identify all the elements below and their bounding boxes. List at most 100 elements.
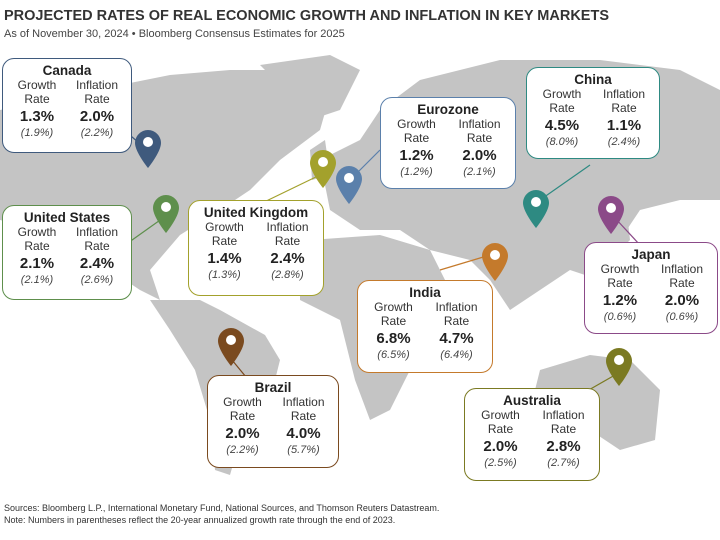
growth-historical: (2.1%) (20, 274, 54, 286)
market-card-australia: Australia Growth Rate 2.0% (2.5%) Inflation… (464, 388, 600, 481)
rate-label: Rate (669, 276, 695, 290)
growth-label: Growth (600, 262, 640, 276)
inflation-historical: (5.7%) (287, 444, 320, 456)
inflation-historical: (2.1%) (463, 166, 496, 178)
rate-label: Rate (274, 234, 301, 248)
inflation-historical: (0.6%) (665, 311, 699, 323)
market-name: Australia (503, 393, 561, 408)
market-card-china: China Growth Rate 4.5% (8.0%) Inflation Rate… (526, 67, 660, 159)
inflation-label: Inflation (542, 408, 585, 422)
inflation-historical: (2.8%) (271, 269, 304, 281)
market-name: India (409, 285, 441, 300)
rate-label: Rate (443, 314, 470, 328)
inflation-value: 4.0% (286, 425, 321, 442)
growth-label: Growth (542, 87, 582, 101)
growth-label: Growth (17, 225, 57, 239)
market-name: United States (23, 210, 111, 225)
inflation-value: 4.7% (439, 330, 474, 347)
sources-note: Sources: Bloomberg L.P., International M… (4, 503, 440, 513)
footnote: Note: Numbers in parentheses reflect the… (4, 515, 396, 525)
inflation-historical: (2.6%) (80, 274, 114, 286)
inflation-historical: (2.7%) (547, 457, 580, 469)
growth-label: Growth (374, 300, 413, 314)
growth-value: 2.0% (483, 438, 518, 455)
inflation-historical: (6.4%) (440, 349, 473, 361)
rate-label: Rate (290, 409, 317, 423)
rate-label: Rate (611, 101, 637, 115)
market-name: China (574, 72, 612, 87)
growth-value: 4.5% (544, 117, 580, 134)
inflation-label: Inflation (660, 262, 704, 276)
rate-label: Rate (380, 314, 407, 328)
market-name: Brazil (254, 380, 292, 395)
inflation-label: Inflation (75, 78, 119, 92)
inflation-label: Inflation (602, 87, 646, 101)
market-card-india: India Growth Rate 6.8% (6.5%) Inflation Rate… (357, 280, 493, 373)
eurozone-map-pin-icon (336, 166, 362, 204)
growth-historical: (1.9%) (20, 127, 54, 139)
growth-historical: (2.5%) (484, 457, 517, 469)
market-card-united-kingdom: United Kingdom Growth Rate 1.4% (1.3%) Infl… (188, 200, 324, 296)
rate-label: Rate (24, 239, 50, 253)
growth-label: Growth (223, 395, 262, 409)
rate-label: Rate (211, 234, 238, 248)
canada-map-pin-icon (135, 130, 161, 168)
growth-historical: (8.0%) (545, 136, 579, 148)
market-card-united-states: United States Growth Rate 2.1% (2.1%) Infla… (2, 205, 132, 300)
market-card-brazil: Brazil Growth Rate 2.0% (2.2%) Inflation Rat… (207, 375, 339, 468)
inflation-value: 2.0% (664, 292, 700, 309)
inflation-value: 2.4% (79, 255, 115, 272)
inflation-value: 2.0% (79, 108, 115, 125)
market-name: Canada (42, 63, 92, 78)
inflation-label: Inflation (282, 395, 325, 409)
rate-label: Rate (466, 131, 493, 145)
growth-historical: (1.3%) (208, 269, 241, 281)
rate-label: Rate (607, 276, 633, 290)
inflation-value: 1.1% (606, 117, 642, 134)
growth-historical: (6.5%) (377, 349, 410, 361)
growth-historical: (1.2%) (400, 166, 433, 178)
growth-label: Growth (17, 78, 57, 92)
growth-label: Growth (397, 117, 436, 131)
rate-label: Rate (549, 101, 575, 115)
rate-label: Rate (403, 131, 430, 145)
inflation-value: 2.8% (546, 438, 581, 455)
growth-value: 1.2% (602, 292, 638, 309)
uk-map-pin-icon (310, 150, 336, 188)
inflation-value: 2.0% (462, 147, 497, 164)
us-map-pin-icon (153, 195, 179, 233)
china-map-pin-icon (523, 190, 549, 228)
market-name: Japan (631, 247, 671, 262)
rate-label: Rate (24, 92, 50, 106)
rate-label: Rate (84, 92, 110, 106)
market-card-japan: Japan Growth Rate 1.2% (0.6%) Inflation Rate… (584, 242, 718, 334)
rate-label: Rate (487, 422, 514, 436)
inflation-label: Inflation (458, 117, 501, 131)
inflation-value: 2.4% (270, 250, 305, 267)
growth-historical: (0.6%) (603, 311, 637, 323)
growth-value: 1.4% (207, 250, 242, 267)
growth-label: Growth (205, 220, 244, 234)
growth-value: 1.2% (399, 147, 434, 164)
market-card-eurozone: Eurozone Growth Rate 1.2% (1.2%) Inflation R… (380, 97, 516, 189)
india-map-pin-icon (482, 243, 508, 281)
rate-label: Rate (550, 422, 577, 436)
growth-historical: (2.2%) (226, 444, 259, 456)
inflation-label: Inflation (435, 300, 478, 314)
inflation-historical: (2.4%) (607, 136, 641, 148)
australia-map-pin-icon (606, 348, 632, 386)
rate-label: Rate (229, 409, 256, 423)
market-name: United Kingdom (203, 205, 309, 220)
market-card-canada: Canada Growth Rate 1.3% (1.9%) Inflation Rat… (2, 58, 132, 153)
page-title: PROJECTED RATES OF REAL ECONOMIC GROWTH … (4, 8, 609, 24)
growth-value: 2.0% (225, 425, 260, 442)
inflation-label: Inflation (266, 220, 309, 234)
inflation-historical: (2.2%) (80, 127, 114, 139)
rate-label: Rate (84, 239, 110, 253)
brazil-map-pin-icon (218, 328, 244, 366)
japan-map-pin-icon (598, 196, 624, 234)
growth-value: 1.3% (19, 108, 55, 125)
growth-value: 2.1% (19, 255, 55, 272)
growth-label: Growth (481, 408, 520, 422)
page-subtitle: As of November 30, 2024 • Bloomberg Cons… (4, 28, 345, 40)
